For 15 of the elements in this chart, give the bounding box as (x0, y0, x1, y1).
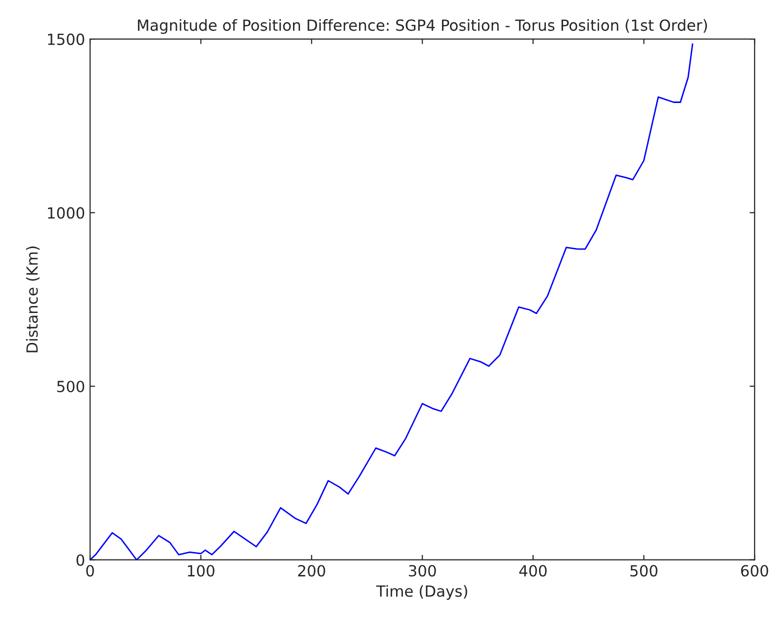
y-tick-label: 1000 (48, 207, 84, 219)
x-tick-label: 0 (86, 564, 94, 577)
y-tick-label: 0 (76, 554, 84, 566)
x-tick-label: 300 (408, 564, 436, 577)
x-tick-label: 500 (630, 564, 658, 577)
y-tick-label: 1500 (48, 34, 84, 46)
x-tick-label: 600 (741, 564, 768, 577)
chart-title: Magnitude of Position Difference: SGP4 Position - Torus Position (1st Order) (138, 19, 707, 34)
y-axis-title: Distance (Km) (26, 246, 40, 352)
x-tick-label: 200 (298, 564, 326, 577)
x-tick-label: 400 (519, 564, 547, 577)
y-tick-label: 500 (57, 380, 84, 392)
x-tick-label: 100 (188, 564, 214, 577)
line-series (90, 43, 694, 560)
x-axis-title: Time (Days) (376, 585, 468, 600)
